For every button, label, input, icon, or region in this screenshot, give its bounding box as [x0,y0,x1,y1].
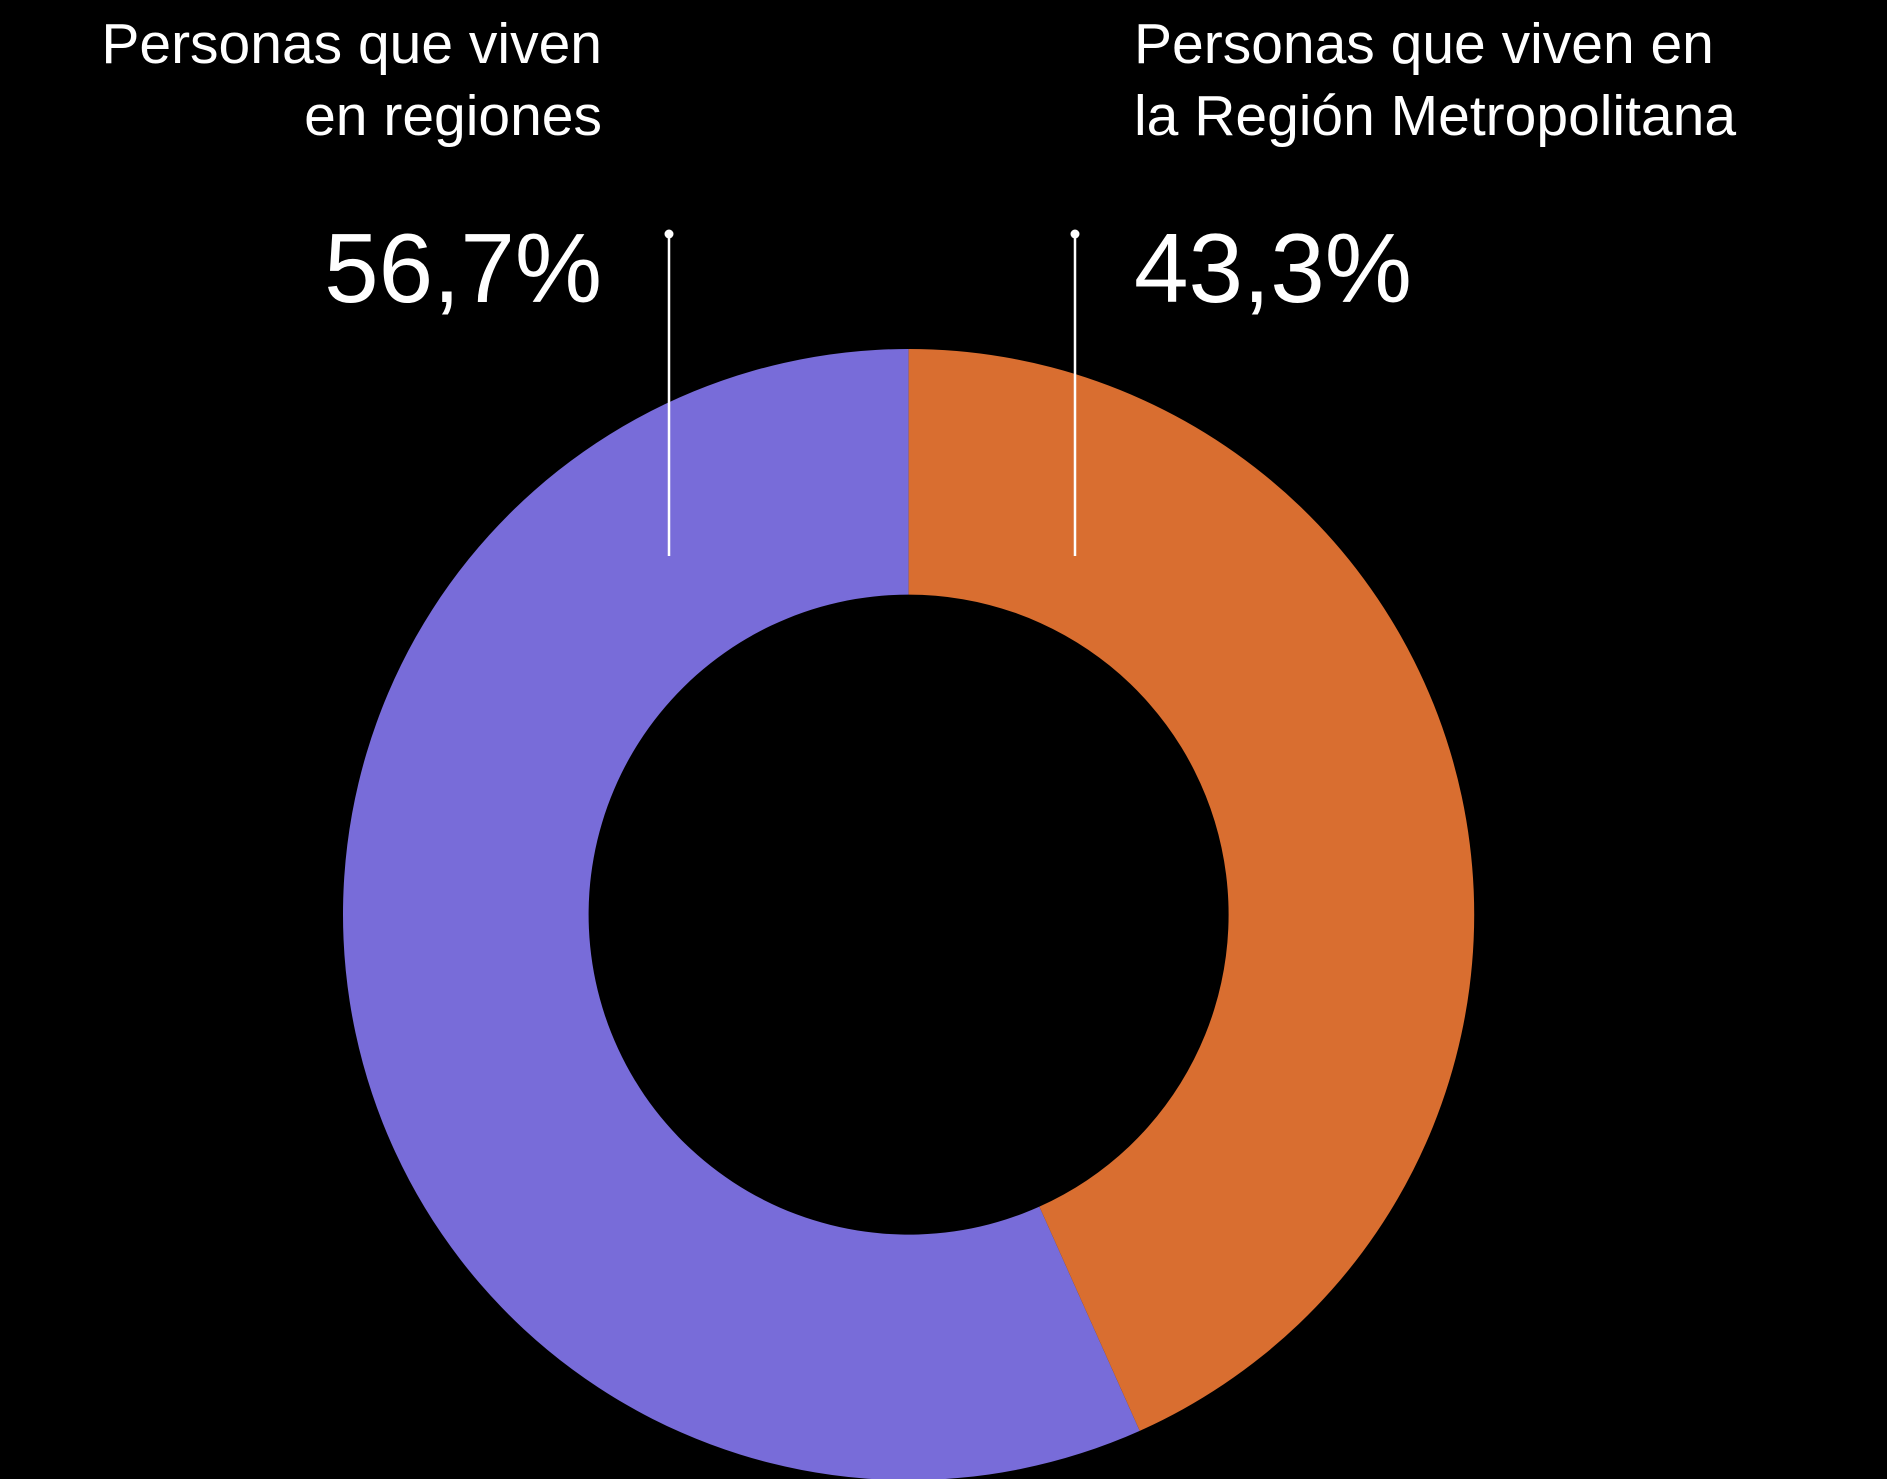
slice [908,349,1475,1431]
slice [343,349,1140,1479]
value-label: 56,7% [324,213,602,323]
category-label: Personas que viven en regiones [101,12,602,148]
leader-dot [664,229,674,239]
value-label: 43,3% [1134,213,1412,323]
leader-dot [1070,229,1080,239]
category-label: Personas que viven en la Región Metropol… [1134,12,1737,148]
